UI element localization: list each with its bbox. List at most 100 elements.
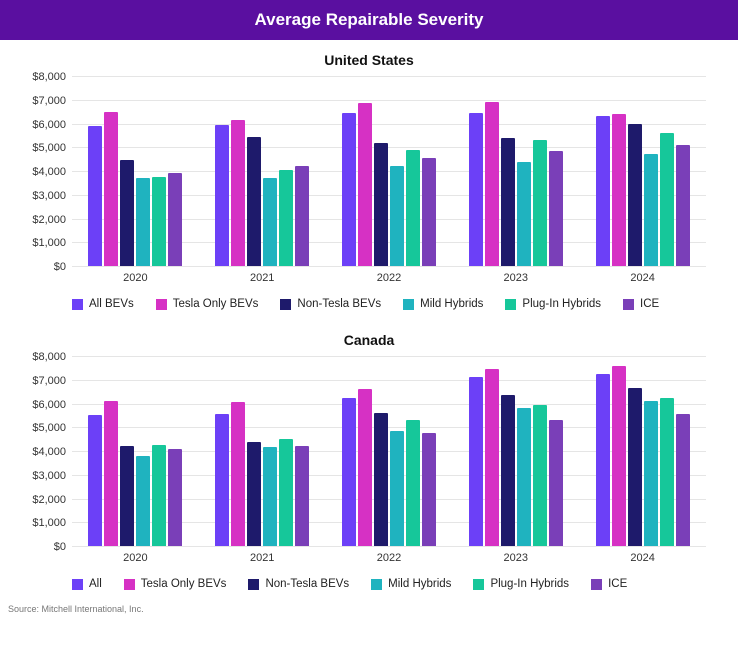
year-group [215,356,309,546]
bar-ice [676,145,690,266]
bar-ice [422,158,436,266]
legend: All BEVs Tesla Only BEVs Non-Tesla BEVs Mil… [72,298,714,310]
legend-label: ICE [640,298,659,310]
bar-mild [390,166,404,266]
bar-tesla [231,402,245,546]
legend-swatch [124,579,135,590]
bar-tesla [612,114,626,266]
chart-block-united-states: United States$0$1,000$2,000$3,000$4,000$… [0,40,738,320]
legend-label: Plug-In Hybrids [490,578,569,590]
x-tick-label: 2020 [123,272,147,284]
x-tick-label: 2021 [250,272,274,284]
legend-item-plugin: Plug-In Hybrids [505,298,601,310]
y-tick-label: $7,000 [32,375,72,387]
bar-all [88,415,102,546]
legend-swatch [280,299,291,310]
y-tick-label: $5,000 [32,142,72,154]
x-tick-label: 2024 [630,272,654,284]
bar-all [88,126,102,266]
source-attribution: Source: Mitchell International, Inc. [0,600,738,622]
legend-swatch [72,299,83,310]
bar-nont [374,143,388,267]
page-title: Average Repairable Severity [0,0,738,40]
legend-label: Tesla Only BEVs [173,298,259,310]
legend-item-all: All BEVs [72,298,134,310]
bar-plugin [152,445,166,546]
year-group [342,76,436,266]
bar-plugin [533,140,547,266]
bar-tesla [231,120,245,266]
bar-mild [136,456,150,546]
legend-swatch [623,299,634,310]
year-group [596,76,690,266]
bar-ice [422,433,436,546]
x-axis: 20202021202220232024 [72,266,706,284]
bar-plugin [279,439,293,546]
bar-mild [263,178,277,266]
y-tick-label: $4,000 [32,446,72,458]
legend-swatch [505,299,516,310]
bars-area [72,356,706,546]
bar-plugin [660,133,674,266]
bar-mild [644,154,658,266]
y-tick-label: $3,000 [32,470,72,482]
year-group [88,76,182,266]
bar-all [469,113,483,266]
bar-tesla [612,366,626,547]
bar-tesla [104,112,118,266]
bar-nont [628,388,642,546]
legend-label: All [89,578,102,590]
y-tick-label: $2,000 [32,494,72,506]
legend-label: Non-Tesla BEVs [297,298,381,310]
x-tick-label: 2020 [123,552,147,564]
bar-ice [549,420,563,546]
x-tick-label: 2022 [377,552,401,564]
bar-all [596,116,610,266]
bars-area [72,76,706,266]
plot-area: $0$1,000$2,000$3,000$4,000$5,000$6,000$7… [72,356,706,546]
legend-item-tesla: Tesla Only BEVs [156,298,259,310]
legend-swatch [403,299,414,310]
y-tick-label: $5,000 [32,422,72,434]
bar-nont [501,138,515,266]
y-tick-label: $6,000 [32,399,72,411]
bar-ice [676,414,690,546]
bar-tesla [358,389,372,546]
bar-mild [390,431,404,546]
y-tick-label: $6,000 [32,119,72,131]
x-tick-label: 2023 [504,272,528,284]
y-tick-label: $4,000 [32,166,72,178]
bar-nont [247,442,261,547]
legend-label: Non-Tesla BEVs [265,578,349,590]
legend-swatch [72,579,83,590]
bar-ice [168,449,182,546]
legend-swatch [473,579,484,590]
legend-swatch [591,579,602,590]
legend-swatch [371,579,382,590]
y-tick-label: $7,000 [32,95,72,107]
bar-plugin [533,405,547,546]
bar-all [215,414,229,546]
legend-label: Mild Hybrids [388,578,451,590]
bar-nont [120,160,134,266]
bar-plugin [406,150,420,266]
legend-swatch [156,299,167,310]
bar-nont [501,395,515,546]
bar-ice [549,151,563,266]
bar-all [342,398,356,546]
charts-container: United States$0$1,000$2,000$3,000$4,000$… [0,40,738,600]
year-group [342,356,436,546]
plot-area: $0$1,000$2,000$3,000$4,000$5,000$6,000$7… [72,76,706,266]
x-tick-label: 2021 [250,552,274,564]
x-tick-label: 2024 [630,552,654,564]
bar-tesla [358,103,372,266]
y-tick-label: $0 [54,261,72,273]
bar-tesla [485,369,499,546]
legend-label: Mild Hybrids [420,298,483,310]
bar-mild [644,401,658,546]
bar-plugin [660,398,674,546]
bar-all [596,374,610,546]
bar-all [215,125,229,266]
bar-nont [120,446,134,546]
legend: AllTesla Only BEVsNon-Tesla BEVsMild Hyb… [72,578,714,590]
